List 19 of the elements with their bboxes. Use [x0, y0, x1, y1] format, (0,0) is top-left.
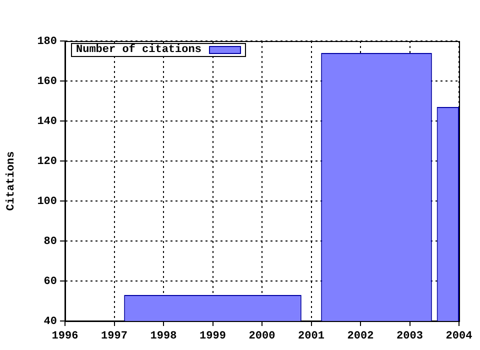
- y-tick-label: 60: [44, 276, 57, 288]
- x-tick-label: 2004: [446, 330, 473, 342]
- y-tick-label: 40: [44, 316, 57, 328]
- x-tick-label: 2000: [248, 330, 276, 342]
- y-tick-label: 160: [37, 76, 57, 88]
- x-tick-label: 1998: [150, 330, 178, 342]
- x-tick-label: 2003: [396, 330, 424, 342]
- x-tick-label: 1999: [200, 330, 226, 342]
- legend-label: Number of citations: [76, 44, 202, 56]
- y-tick-label: 120: [37, 156, 57, 168]
- y-tick-label: 100: [37, 196, 57, 208]
- y-tick-label: 140: [37, 116, 57, 128]
- y-tick-label: 80: [44, 236, 57, 248]
- x-tick-label: 1996: [52, 330, 78, 342]
- y-axis-title: Citations: [5, 151, 18, 211]
- y-tick-label: 180: [37, 36, 57, 48]
- x-tick-label: 2001: [298, 330, 325, 342]
- x-tick-label: 1997: [101, 330, 128, 342]
- x-tick-label: 2002: [347, 330, 374, 342]
